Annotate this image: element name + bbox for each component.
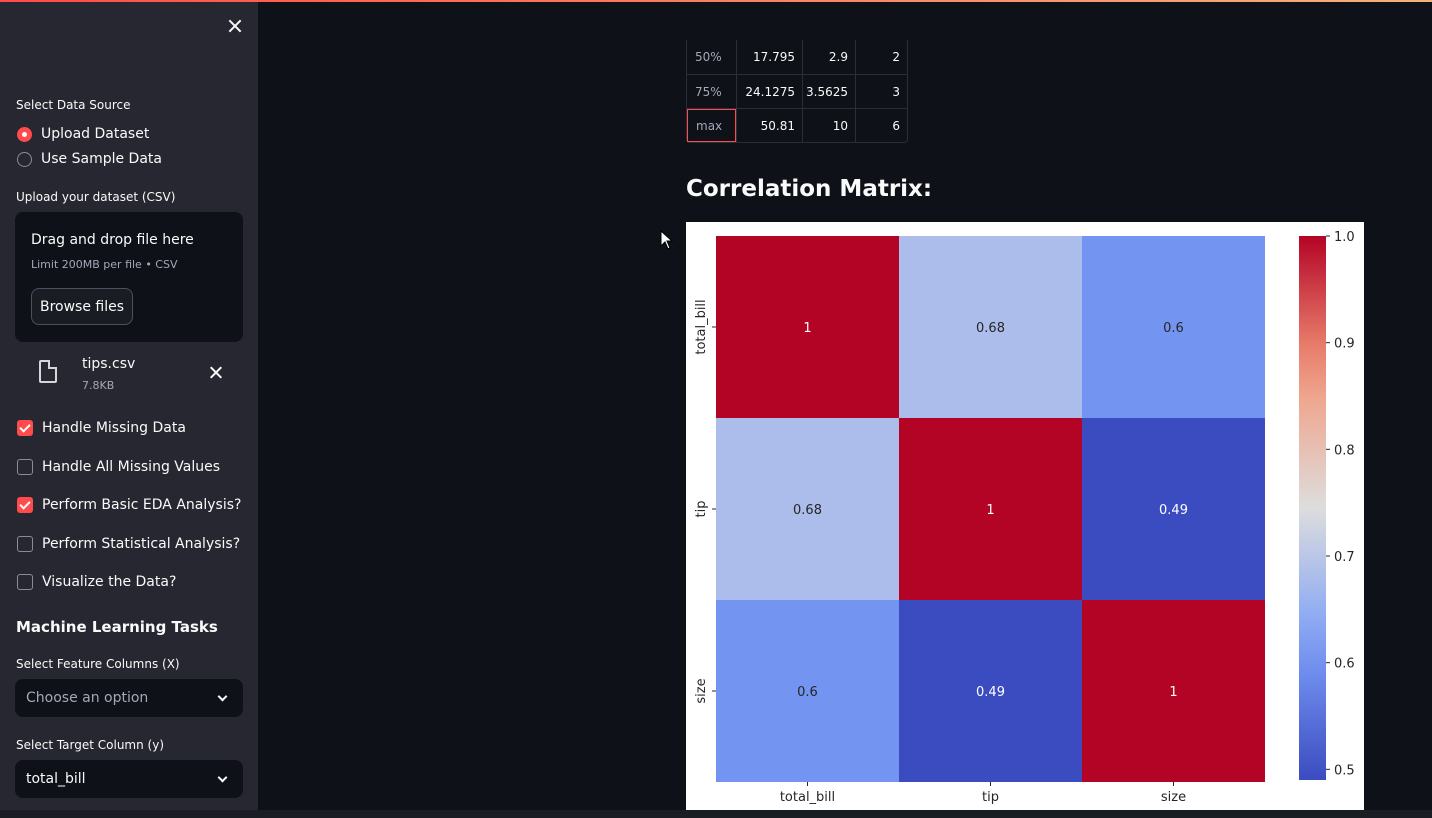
checkbox-label: Perform Basic EDA Analysis? (42, 497, 242, 513)
heatmap-value-label: 1 (803, 321, 811, 336)
dropzone-title: Drag and drop file here (31, 232, 194, 248)
x-tick-label: size (1161, 790, 1186, 805)
heatmap-value-label: 0.49 (1159, 503, 1188, 518)
heatmap-cell (716, 418, 899, 600)
heatmap-cell (716, 236, 899, 418)
radio-selected-icon (17, 126, 32, 142)
top-decoration-bar (0, 0, 1432, 2)
checkbox-label: Perform Statistical Analysis? (42, 536, 241, 552)
checkbox-checked-icon (17, 420, 33, 436)
remove-file-icon[interactable] (207, 364, 225, 382)
correlation-heading: Correlation Matrix: (686, 176, 933, 202)
heatmap-value-label: 1 (986, 503, 994, 518)
heatmap-cell (1082, 236, 1265, 418)
heatmap-cell (899, 418, 1082, 600)
heatmap-value-label: 1 (1169, 685, 1177, 700)
correlation-heatmap-figure: 1 0.68 0.6 0.68 1 0.49 0.6 0.49 1 total_bill tip si… (686, 222, 1364, 810)
heatmap-value-label: 0.68 (793, 503, 822, 518)
checkbox-unchecked-icon (17, 574, 33, 590)
radio-label: Upload Dataset (41, 126, 150, 142)
radio-use-sample-data[interactable]: Use Sample Data (17, 149, 162, 169)
y-tick-label: tip (694, 501, 709, 518)
checkbox-visualize-data[interactable]: Visualize the Data? (17, 571, 176, 593)
mouse-cursor-icon (660, 230, 674, 250)
target-column-select[interactable]: total_bill (15, 760, 243, 798)
browse-files-button[interactable]: Browse files (31, 288, 133, 325)
describe-table: 50% 17.795 2.9 2 75% 24.1275 3.5625 3 ma… (686, 40, 908, 143)
heatmap-value-label: 0.49 (976, 685, 1005, 700)
table-cell[interactable]: 3 (855, 75, 907, 108)
table-cell[interactable]: 17.795 (736, 40, 802, 74)
select-placeholder: Choose an option (26, 690, 149, 706)
sidebar: Select Data Source Upload Dataset Use Sa… (0, 2, 258, 818)
colorbar-tick-label: 0.6 (1334, 657, 1355, 672)
heatmap-value-label: 0.68 (976, 321, 1005, 336)
heatmap-cell (1082, 600, 1265, 782)
feature-columns-label: Select Feature Columns (X) (16, 657, 180, 671)
upload-label: Upload your dataset (CSV) (16, 190, 176, 204)
colorbar-tick-label: 0.9 (1334, 337, 1355, 352)
table-cell[interactable]: 2 (855, 40, 907, 74)
y-tick-label: size (694, 678, 709, 703)
checkbox-statistical-analysis[interactable]: Perform Statistical Analysis? (17, 533, 240, 555)
x-tick-label: tip (982, 790, 999, 805)
file-dropzone[interactable]: Drag and drop file here Limit 200MB per … (15, 212, 243, 342)
table-row: max 50.81 10 6 (687, 108, 907, 142)
close-sidebar-icon[interactable] (224, 16, 246, 38)
table-cell[interactable]: 50.81 (736, 109, 802, 142)
table-cell[interactable]: 6 (855, 109, 907, 142)
colorbar-tick-label: 0.5 (1334, 763, 1355, 778)
heatmap-cell (716, 600, 899, 782)
checkbox-label: Handle Missing Data (42, 420, 186, 436)
radio-upload-dataset[interactable]: Upload Dataset (17, 124, 149, 144)
x-tick-label: total_bill (780, 790, 835, 805)
colorbar-tick-label: 1.0 (1334, 230, 1355, 245)
radio-label: Use Sample Data (41, 151, 162, 167)
colorbar-tick-label: 0.8 (1334, 443, 1355, 458)
heatmap-cell (899, 236, 1082, 418)
table-cell[interactable]: 2.9 (802, 40, 855, 74)
data-source-label: Select Data Source (16, 98, 131, 112)
bottom-bar (0, 810, 1432, 818)
table-cell[interactable]: 10 (802, 109, 855, 142)
heatmap-value-label: 0.6 (797, 685, 818, 700)
target-column-label: Select Target Column (y) (16, 738, 165, 752)
table-cell[interactable]: 24.1275 (736, 75, 802, 108)
y-tick-label: total_bill (694, 299, 709, 354)
ml-tasks-heading: Machine Learning Tasks (16, 618, 218, 636)
colorbar-tick-label: 0.7 (1334, 550, 1355, 565)
checkbox-checked-icon (17, 497, 33, 513)
checkbox-handle-missing-data[interactable]: Handle Missing Data (17, 417, 186, 439)
feature-columns-select[interactable]: Choose an option (15, 679, 243, 717)
heatmap-cell (899, 600, 1082, 782)
checkbox-label: Handle All Missing Values (42, 459, 221, 475)
checkbox-label: Visualize the Data? (42, 574, 177, 590)
row-index[interactable]: 50% (695, 50, 722, 64)
uploaded-file: tips.csv 7.8KB (15, 350, 243, 398)
checkbox-unchecked-icon (17, 536, 33, 552)
checkbox-basic-eda[interactable]: Perform Basic EDA Analysis? (17, 494, 241, 516)
table-cell[interactable]: 3.5625 (802, 75, 855, 108)
heatmap-cell (1082, 418, 1265, 600)
row-index-selected[interactable]: max (687, 109, 736, 142)
radio-unselected-icon (17, 151, 32, 167)
checkbox-unchecked-icon (17, 459, 33, 475)
dropzone-hint: Limit 200MB per file • CSV (31, 258, 178, 271)
table-row: 75% 24.1275 3.5625 3 (687, 74, 907, 108)
file-size: 7.8KB (82, 379, 115, 392)
colorbar (1299, 236, 1326, 780)
select-value: total_bill (26, 771, 86, 787)
chevron-down-icon (217, 772, 228, 783)
file-icon (39, 360, 57, 383)
chevron-down-icon (217, 691, 228, 702)
file-name: tips.csv (82, 356, 136, 372)
row-index[interactable]: 75% (695, 84, 722, 99)
heatmap-value-label: 0.6 (1163, 321, 1184, 336)
table-row: 50% 17.795 2.9 2 (687, 40, 907, 74)
checkbox-handle-all-missing-values[interactable]: Handle All Missing Values (17, 456, 220, 478)
